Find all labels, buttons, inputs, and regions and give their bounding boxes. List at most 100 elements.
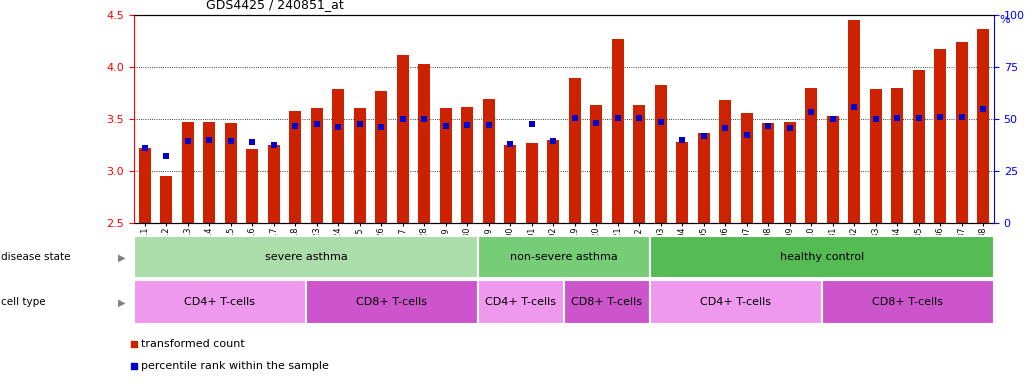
Bar [650,280,822,324]
Point [480,122,496,128]
Point [502,141,518,147]
Bar [353,108,366,223]
Bar [134,236,478,278]
Point [760,123,777,129]
Point [717,125,733,131]
Point [652,119,668,125]
Bar [827,116,838,223]
Point [523,121,540,127]
Point [351,121,368,127]
Point [782,125,798,131]
Text: CD4+ T-cells: CD4+ T-cells [700,297,771,308]
Text: cell type: cell type [1,297,45,308]
Point [266,142,282,148]
Point [136,145,152,151]
Bar [934,48,947,223]
Point [459,122,476,128]
Bar [397,55,409,223]
Bar [478,236,650,278]
Bar [525,143,538,223]
Bar [375,91,387,223]
Bar [289,111,301,223]
Point [846,104,862,110]
Bar [977,29,989,223]
Point [803,109,820,115]
Point [306,25,322,31]
Bar [306,280,478,324]
Text: non-severe asthma: non-severe asthma [510,252,618,262]
Point [911,115,927,121]
Bar [418,64,431,223]
Point [179,138,196,144]
Bar [569,78,581,223]
Point [545,138,561,144]
Bar [590,104,603,223]
Point [932,114,949,120]
Bar [246,149,259,223]
Bar [677,142,688,223]
Bar [633,104,645,223]
Bar [333,89,344,223]
Point [739,131,755,138]
Text: CD4+ T-cells: CD4+ T-cells [184,297,255,308]
Point [394,116,411,122]
Point [287,123,304,129]
Text: CD4+ T-cells: CD4+ T-cells [485,297,556,308]
Text: severe asthma: severe asthma [265,252,347,262]
Bar [311,108,322,223]
Point [674,137,690,143]
Point [975,106,992,112]
Point [222,138,239,144]
Point [201,137,217,143]
Bar [891,88,903,223]
Text: percentile rank within the sample: percentile rank within the sample [141,361,329,371]
Bar [612,39,623,223]
Point [631,115,648,121]
Point [954,114,970,120]
Point [610,115,626,121]
Bar [869,89,882,223]
Bar [697,132,710,223]
Bar [505,145,516,223]
Bar [762,123,775,223]
Bar [181,122,194,223]
Point [889,115,905,121]
Text: %: % [999,15,1009,25]
Bar [719,100,731,223]
Point [308,121,324,127]
Point [588,120,605,126]
Bar [139,148,150,223]
Text: disease state: disease state [1,252,70,262]
Bar [478,280,564,324]
Bar [440,108,451,223]
Bar [134,280,306,324]
Point [416,116,433,122]
Text: CD8+ T-cells: CD8+ T-cells [572,297,643,308]
Bar [655,85,666,223]
Bar [268,145,279,223]
Bar [203,122,215,223]
Bar [849,20,860,223]
Bar [822,280,994,324]
Bar [483,99,494,223]
Bar [547,140,559,223]
Bar [564,280,650,324]
Point [695,132,712,139]
Text: GDS4425 / 240851_at: GDS4425 / 240851_at [206,0,344,12]
Point [158,153,174,159]
Point [244,139,261,145]
Bar [741,113,753,223]
Point [824,116,840,122]
Bar [461,107,473,223]
Point [306,225,322,231]
Text: transformed count: transformed count [141,339,245,349]
Bar [161,176,172,223]
Bar [913,70,925,223]
Bar [650,236,994,278]
Bar [956,42,967,223]
Point [330,124,346,131]
Text: ▶: ▶ [117,297,126,308]
Text: healthy control: healthy control [780,252,864,262]
Text: CD8+ T-cells: CD8+ T-cells [356,297,427,308]
Point [438,123,454,129]
